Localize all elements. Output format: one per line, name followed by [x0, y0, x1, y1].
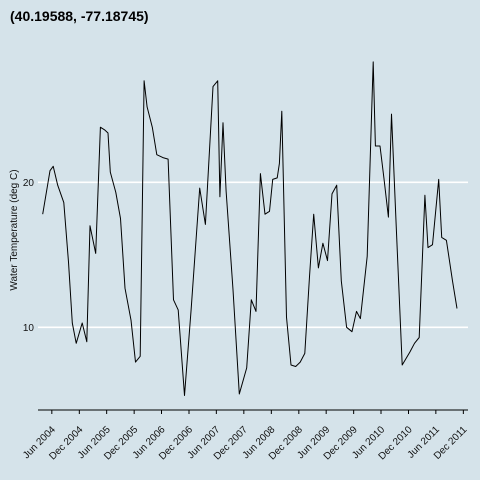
y-tick-label: 20 — [23, 178, 35, 189]
grid-layer — [38, 181, 468, 329]
chart-title: (40.19588, -77.18745) — [10, 8, 149, 24]
axis-layer — [38, 409, 468, 414]
y-tick-label: 10 — [23, 323, 35, 334]
series-line — [42, 61, 458, 396]
series-layer — [42, 61, 458, 396]
y-axis-title: Water Temperature (deg C) — [9, 169, 20, 290]
